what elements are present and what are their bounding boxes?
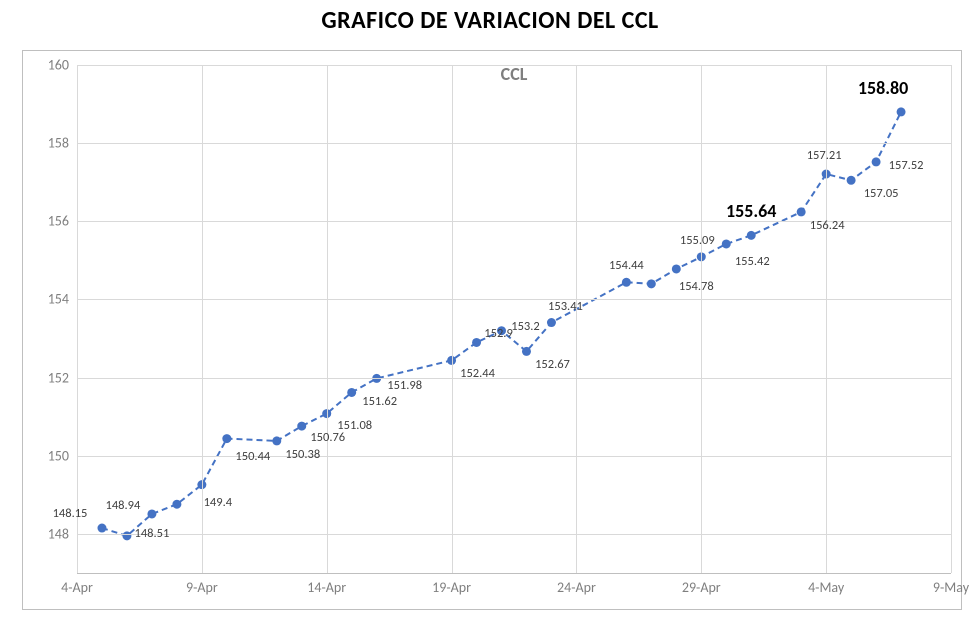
x-tick-label: 9-Apr [186, 579, 218, 596]
data-label: 148.94 [106, 500, 141, 513]
data-label: 152.44 [460, 368, 495, 381]
x-tick-label: 4-May [808, 579, 844, 596]
y-tick-label: 154 [29, 291, 69, 308]
data-label: 157.05 [864, 188, 899, 201]
data-label: 152.67 [535, 359, 570, 372]
data-marker [872, 157, 881, 166]
data-marker [297, 422, 306, 431]
x-tick-label: 9-May [933, 579, 969, 596]
data-label: 156.24 [810, 220, 845, 233]
data-marker [472, 338, 481, 347]
data-marker [797, 207, 806, 216]
x-axis-line [77, 573, 951, 574]
grid-line [951, 65, 952, 573]
data-label: 157.52 [889, 160, 924, 173]
data-label: 155.42 [735, 256, 770, 269]
data-marker [147, 509, 156, 518]
data-label: 151.62 [362, 396, 397, 409]
data-marker [647, 279, 656, 288]
y-tick-label: 160 [29, 57, 69, 74]
data-marker [97, 524, 106, 533]
data-label: 152.9 [484, 328, 513, 341]
data-marker [847, 176, 856, 185]
page: GRAFICO DE VARIACION DEL CCL CCL 148 150 1… [0, 6, 980, 632]
grid-line [77, 65, 951, 66]
grid-line [701, 65, 702, 573]
data-label: 153.41 [548, 300, 583, 313]
grid-line [77, 299, 951, 300]
data-marker [347, 388, 356, 397]
data-label: 151.98 [387, 380, 422, 393]
grid-line [576, 65, 577, 573]
y-tick-label: 150 [29, 447, 69, 464]
data-label: 155.09 [680, 235, 715, 248]
x-tick-label: 19-Apr [432, 579, 471, 596]
y-tick-label: 156 [29, 213, 69, 230]
data-marker [222, 434, 231, 443]
data-label: 148.51 [134, 528, 169, 541]
data-marker [622, 278, 631, 287]
grid-line [77, 143, 951, 144]
grid-line [826, 65, 827, 573]
grid-line [452, 65, 453, 573]
grid-line [77, 534, 951, 535]
data-marker [722, 239, 731, 248]
data-marker [272, 436, 281, 445]
data-label: 148.15 [53, 508, 88, 521]
data-label: 149.4 [204, 496, 233, 509]
data-label: 153.2 [511, 320, 540, 333]
chart-area: CCL 148 150 152 154 156 158 160 4-Apr 9-Apr 14-Ap… [22, 50, 962, 610]
data-marker [672, 264, 681, 273]
data-marker [522, 347, 531, 356]
grid-line [327, 65, 328, 573]
data-marker [897, 107, 906, 116]
data-label: 151.08 [337, 419, 372, 432]
grid-line [77, 456, 951, 457]
data-label: 154.44 [609, 260, 644, 273]
data-marker [172, 500, 181, 509]
data-label: 154.78 [679, 281, 714, 294]
x-tick-label: 29-Apr [682, 579, 721, 596]
data-marker [747, 231, 756, 240]
page-title: GRAFICO DE VARIACION DEL CCL [0, 6, 980, 35]
y-tick-label: 148 [29, 525, 69, 542]
data-label: 150.38 [285, 449, 320, 462]
x-tick-label: 4-Apr [61, 579, 93, 596]
data-label: 157.21 [807, 150, 842, 163]
plot-area: CCL 1481501521541561581604-Apr9-Apr14-Ap… [77, 65, 951, 573]
data-marker [122, 531, 131, 540]
data-label-highlight: 155.64 [726, 202, 776, 220]
y-tick-label: 158 [29, 135, 69, 152]
grid-line [77, 65, 78, 573]
grid-line [77, 378, 951, 379]
series-title: CCL [501, 63, 528, 85]
x-tick-label: 24-Apr [557, 579, 596, 596]
data-label: 150.44 [235, 450, 270, 463]
y-tick-label: 152 [29, 369, 69, 386]
data-marker [547, 318, 556, 327]
series-line [102, 112, 901, 536]
x-tick-label: 14-Apr [307, 579, 346, 596]
data-label-highlight: 158.80 [858, 79, 908, 97]
data-label: 150.76 [310, 432, 345, 445]
